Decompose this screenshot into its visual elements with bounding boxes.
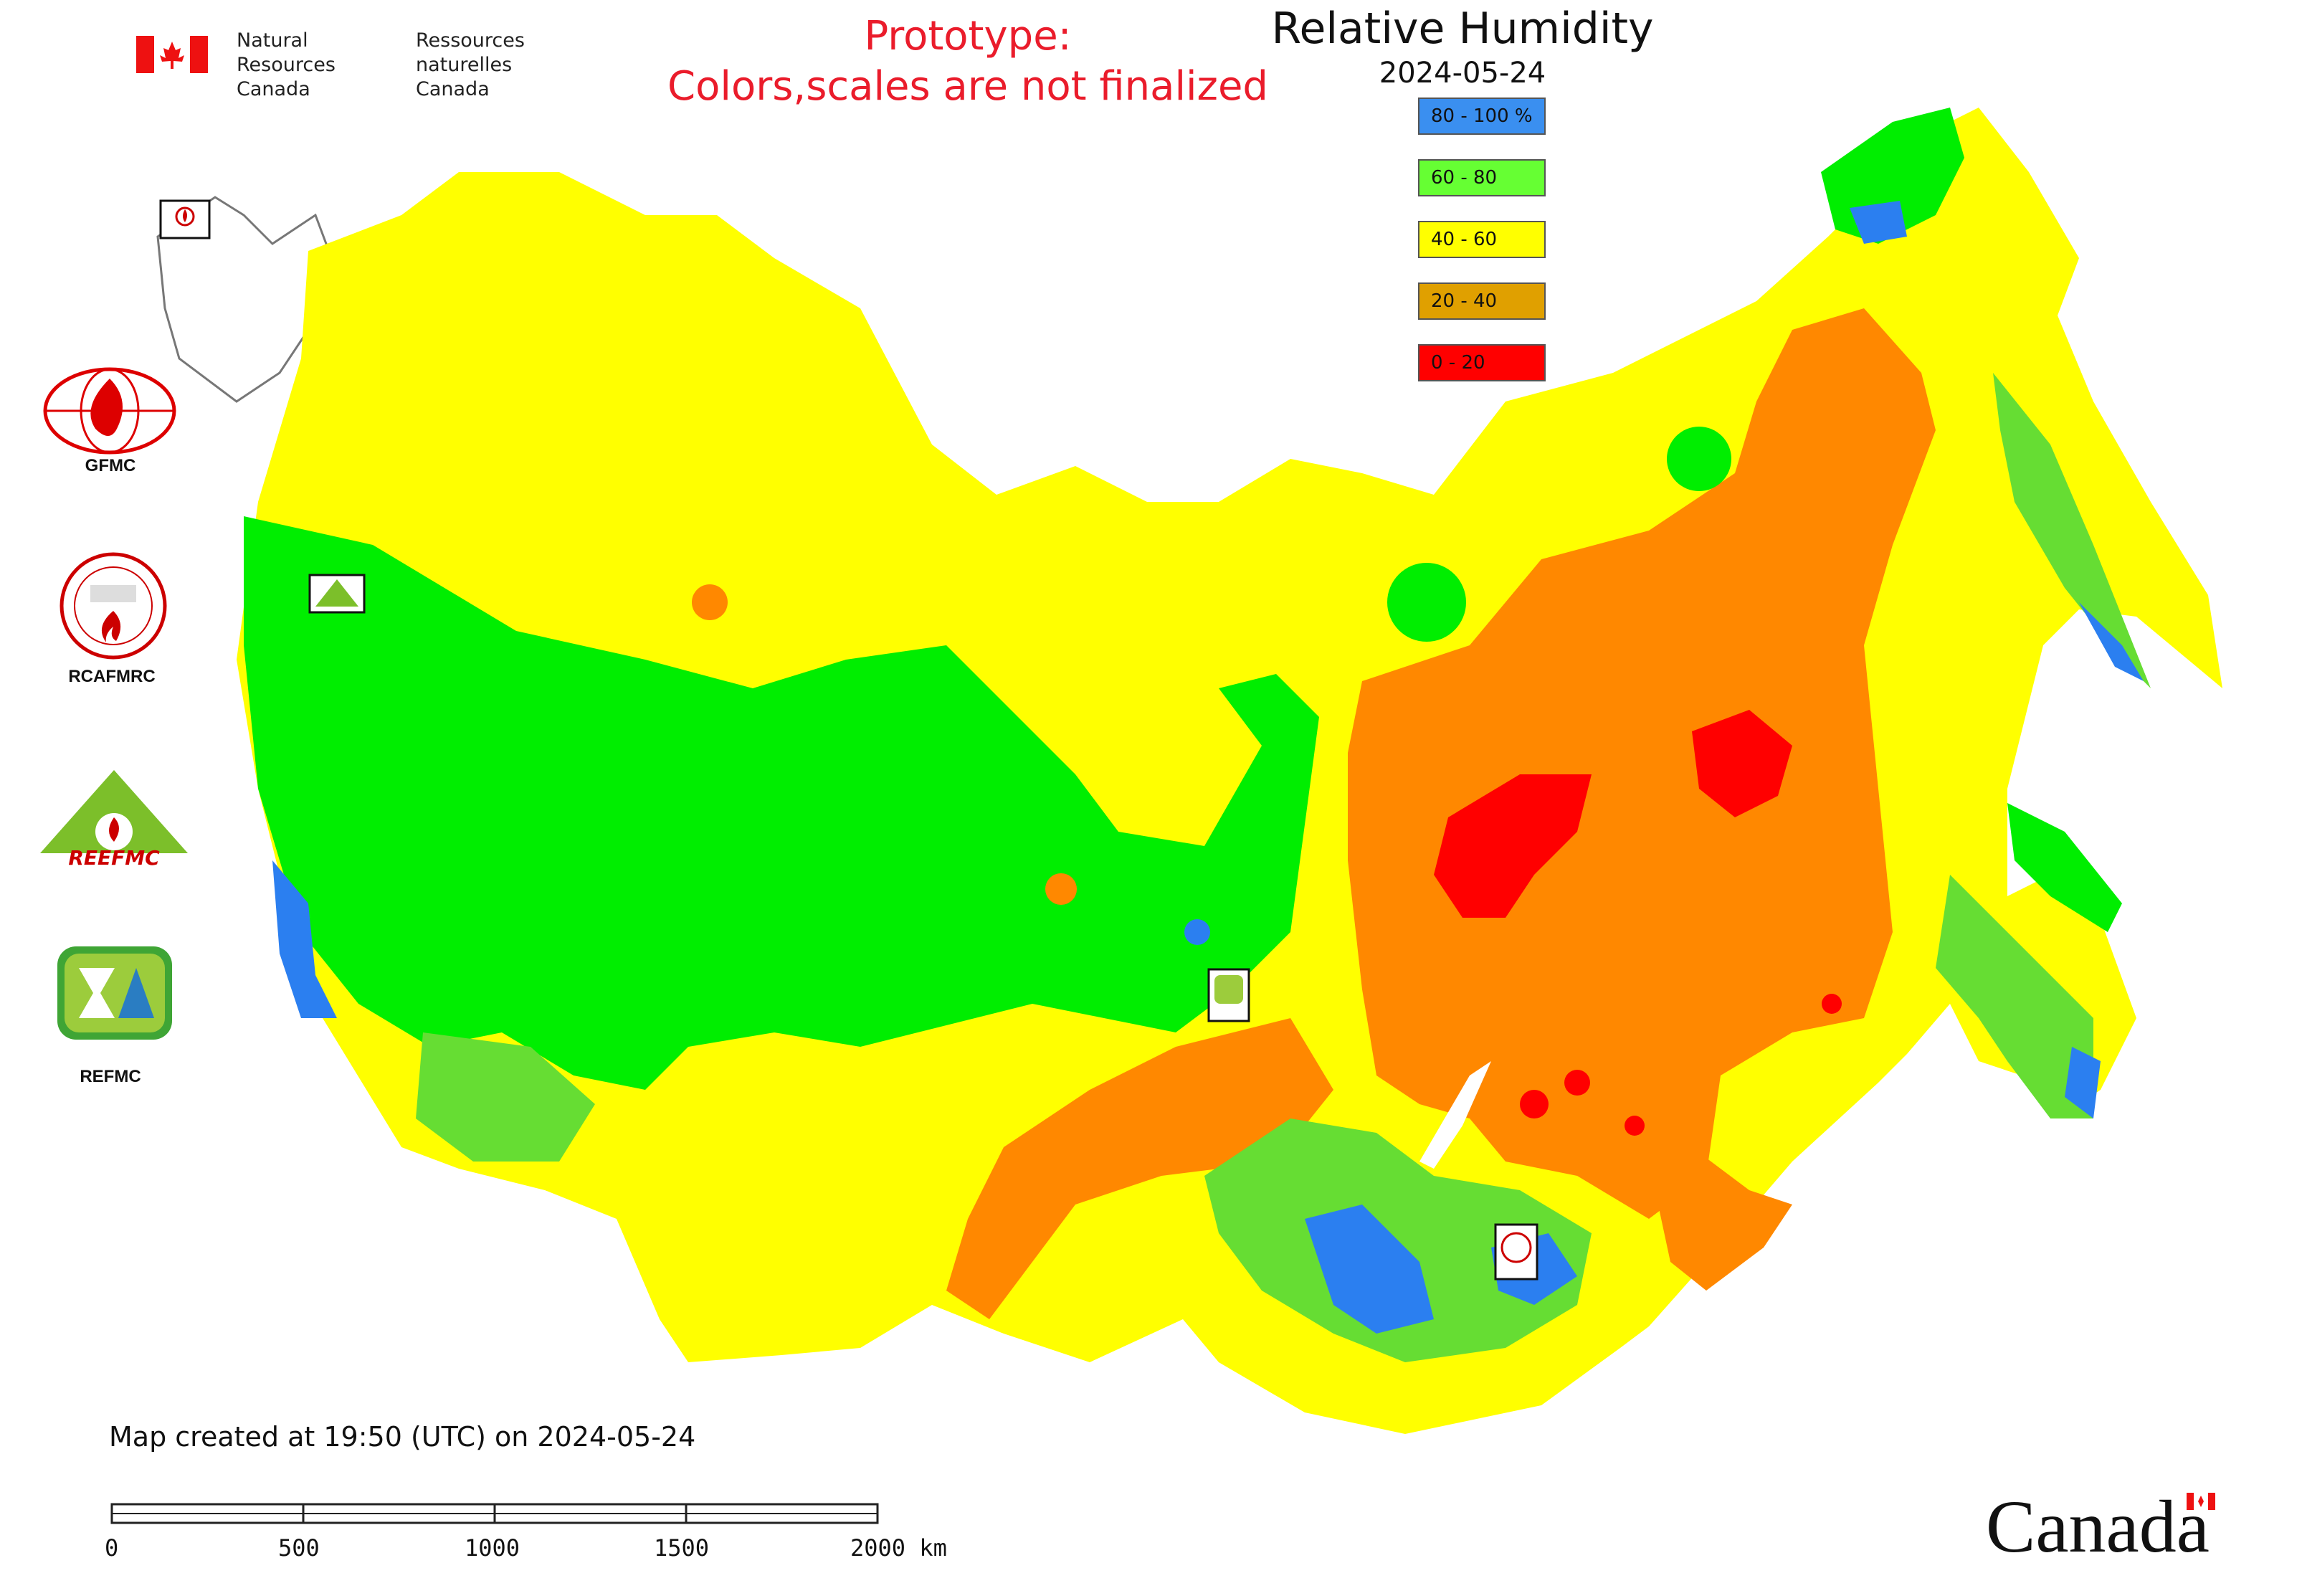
refmc-label: REFMC <box>80 1067 141 1086</box>
map-title: Relative Humidity <box>1271 4 1654 54</box>
reefmc-map-badge <box>308 574 366 614</box>
canada-wordmark: Canada <box>1986 1486 2210 1568</box>
map-date: 2024-05-24 <box>1379 57 1546 90</box>
scale-tick-2000: 2000 km <box>850 1534 947 1562</box>
humid-region-kamchatka <box>1993 373 2151 688</box>
rcafmrc-map-badge <box>1494 1223 1538 1281</box>
reefmc-wordmark: REEFMC <box>68 846 160 870</box>
canada-wordmark-flag-icon <box>2187 1493 2215 1510</box>
scale-tick-500: 500 <box>278 1534 320 1562</box>
agency-fr-line2: Canada <box>416 78 490 100</box>
agency-fr-line1: Ressources naturelles <box>416 29 525 76</box>
humid-spot-taimyr <box>1387 563 1466 642</box>
lake-baikal <box>1419 1061 1491 1169</box>
dry-spot-ob <box>1045 873 1077 905</box>
legend-item-20-40: 20 - 40 <box>1418 282 1546 320</box>
gfmc-map-badge <box>159 199 211 239</box>
humid-spot-chukotka <box>1667 427 1731 491</box>
refmc-map-badge <box>1207 968 1250 1022</box>
very-humid-mongolia <box>1305 1205 1434 1334</box>
rcafmrc-label: RCAFMRC <box>68 667 156 686</box>
very-humid-chukotka <box>1850 201 1907 244</box>
dry-region-altai <box>946 1018 1333 1319</box>
gfmc-logo-icon <box>43 367 176 455</box>
canada-flag-icon <box>136 36 208 73</box>
very-humid-spot-tomsk <box>1184 919 1210 945</box>
prototype-line2: Colors,scales are not finalized <box>667 63 1268 110</box>
rcafmrc-logo-icon <box>60 552 167 660</box>
legend-item-60-80: 60 - 80 <box>1418 159 1546 196</box>
legend-item-80-100: 80 - 100 % <box>1418 98 1546 135</box>
scale-tick-1000: 1000 <box>465 1534 520 1562</box>
very-dry-spot-3 <box>1625 1116 1645 1136</box>
prototype-line1: Prototype: <box>864 13 1072 60</box>
agency-en-line1: Natural Resources <box>237 29 336 76</box>
very-dry-spot-2 <box>1564 1070 1590 1096</box>
dry-spot-pechora <box>692 584 728 620</box>
landmass-moderate <box>237 108 2222 1434</box>
very-humid-primorye <box>2065 1047 2101 1118</box>
agency-fr: Ressources naturelles Canada <box>416 29 525 102</box>
scale-tick-0: 0 <box>105 1534 119 1562</box>
map-created-note: Map created at 19:50 (UTC) on 2024-05-24 <box>109 1421 696 1453</box>
humid-region-sakhalin <box>2007 803 2122 932</box>
very-dry-yakutia-east <box>1692 710 1792 817</box>
dry-region-amur <box>1649 1147 1792 1291</box>
reefmc-logo-icon <box>40 770 188 853</box>
humid-region-primorye <box>1936 875 2093 1118</box>
humid-region-kazakh <box>416 1032 595 1162</box>
legend-item-40-60: 40 - 60 <box>1418 221 1546 258</box>
very-dry-spot-4 <box>1822 994 1842 1014</box>
dry-region-east-siberia <box>1348 308 1936 1219</box>
very-dry-spot-1 <box>1520 1090 1549 1118</box>
agency-en-line2: Canada <box>237 78 310 100</box>
legend-item-0-20: 0 - 20 <box>1418 344 1546 381</box>
refmc-logo-icon <box>57 946 172 1040</box>
scale-bar <box>110 1503 879 1524</box>
humid-region-west <box>244 516 1319 1090</box>
very-humid-kamchatka <box>2079 602 2144 681</box>
very-humid-caucasus <box>272 860 337 1018</box>
prototype-notice: Prototype: Colors,scales are not finaliz… <box>645 11 1290 112</box>
very-dry-yakutia-west <box>1434 774 1592 918</box>
scale-tick-1500: 1500 <box>654 1534 710 1562</box>
gfmc-label: GFMC <box>85 456 136 475</box>
agency-en: Natural Resources Canada <box>237 29 336 102</box>
